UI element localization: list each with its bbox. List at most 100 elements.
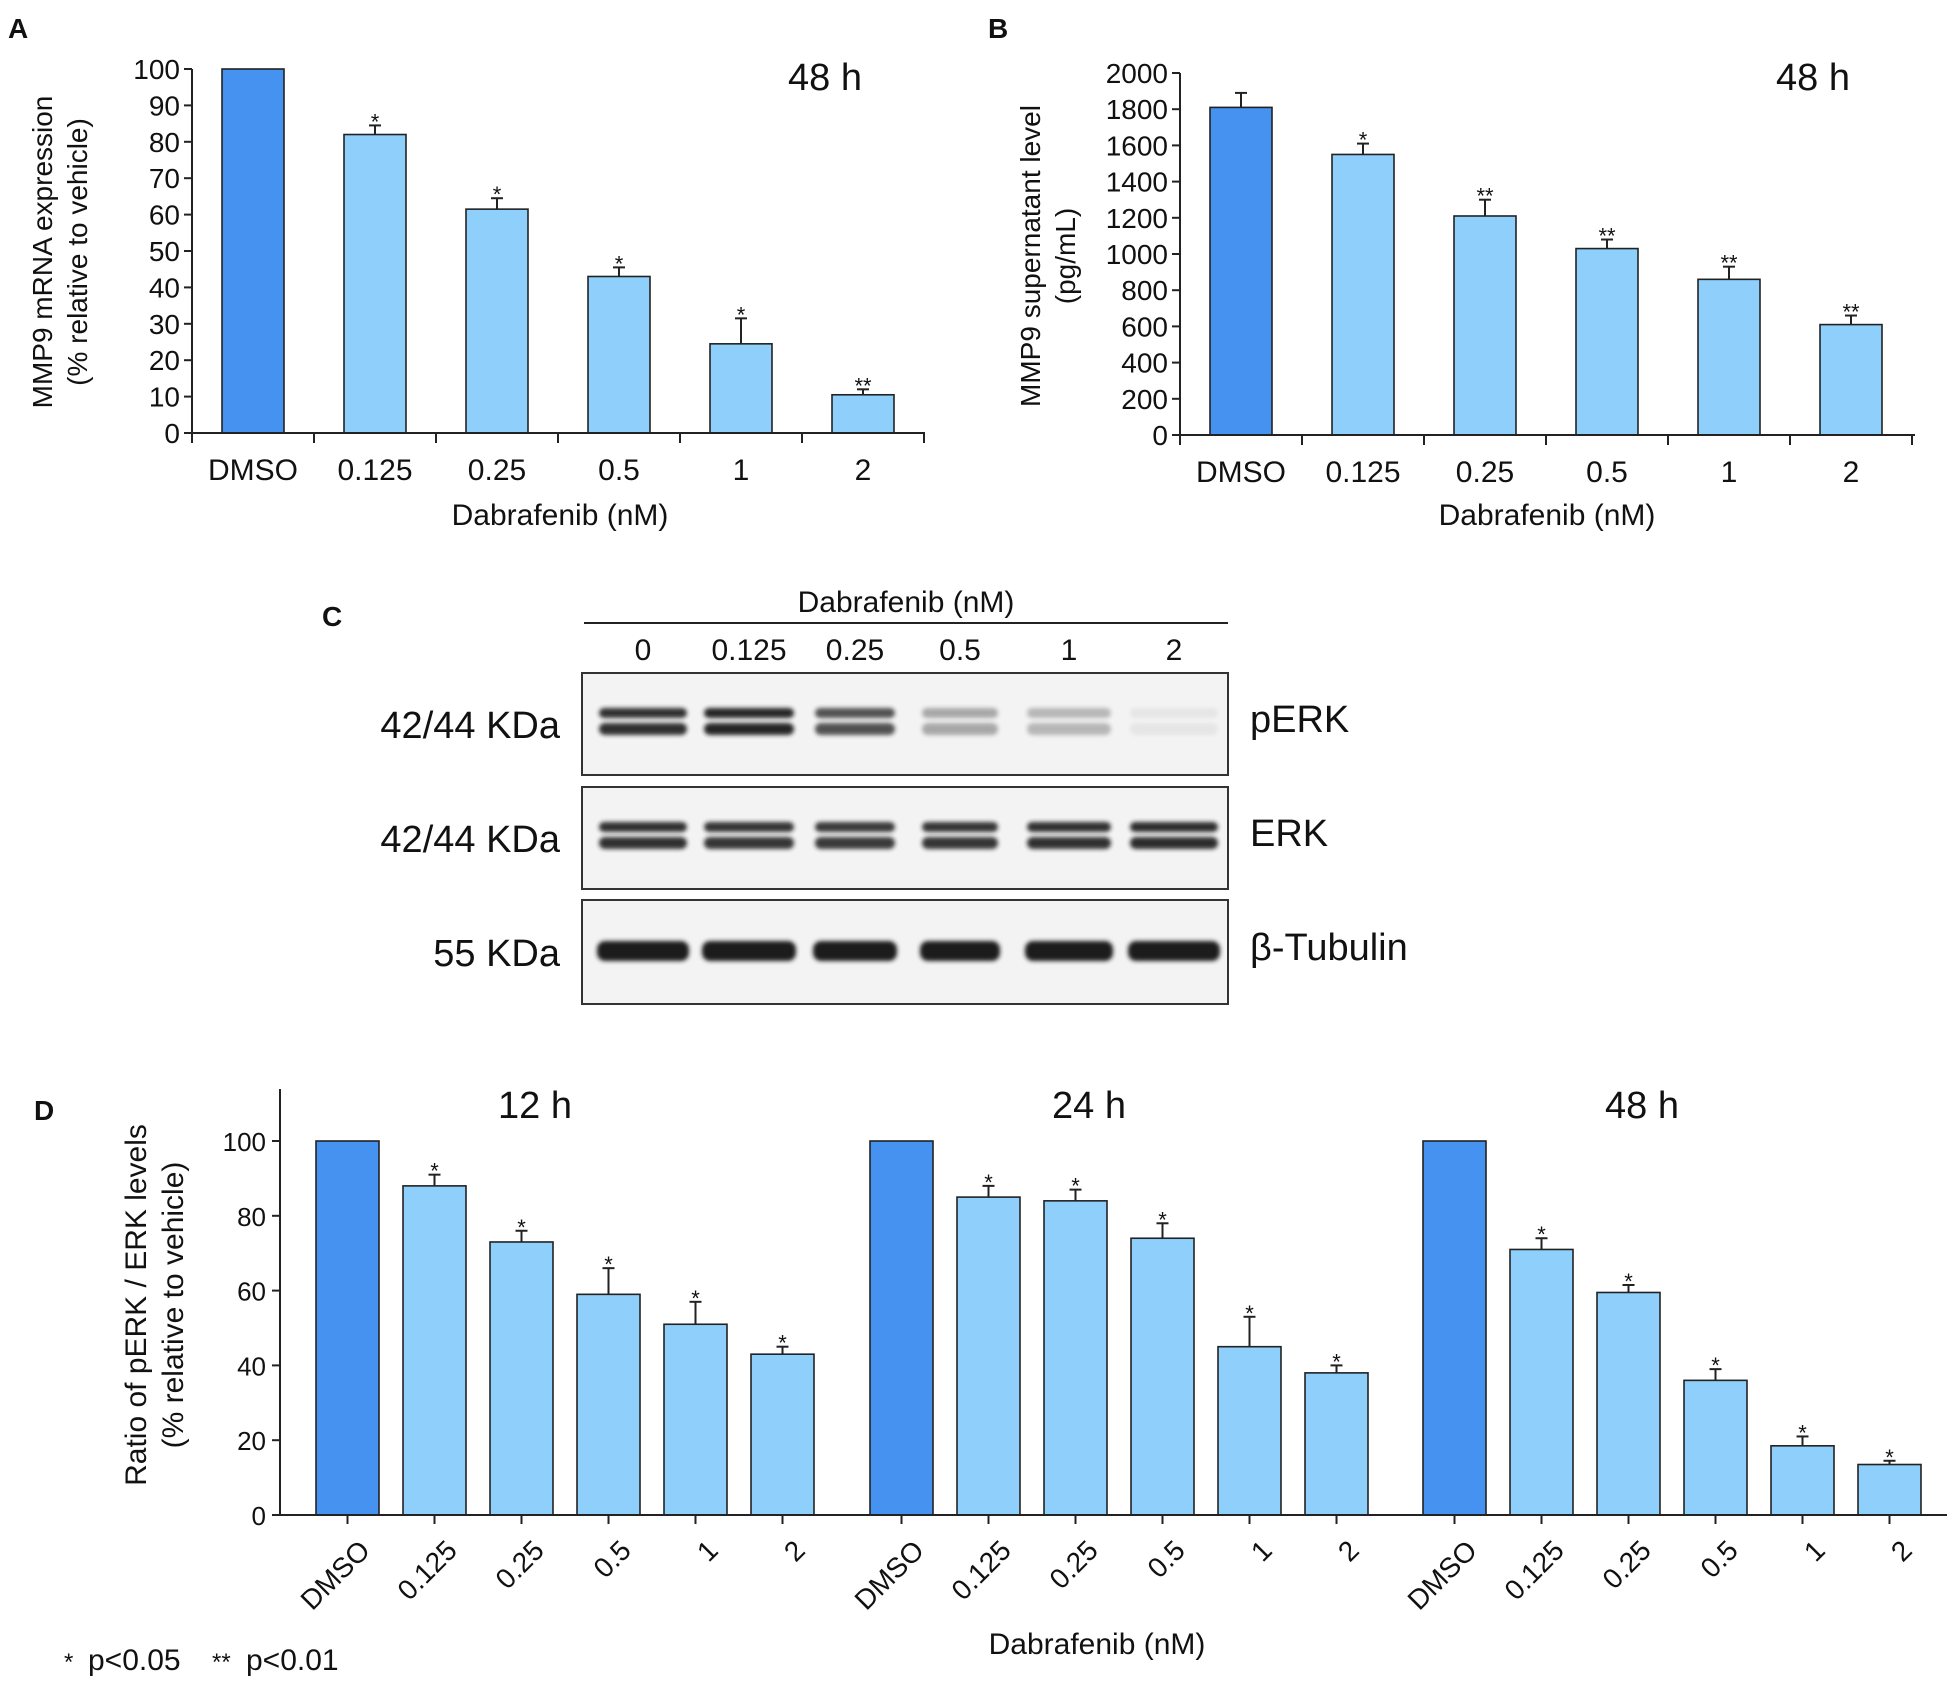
- y-tick-label: 60: [149, 200, 180, 231]
- y-tick-label: 0: [1152, 420, 1168, 451]
- blot-band: [599, 837, 687, 849]
- panel-b-ylabel-line1: MMP9 supernatant level: [1015, 105, 1046, 407]
- y-tick-label: 20: [149, 345, 180, 376]
- panel-d-ylabel-line1: Ratio of pERK / ERK levels: [120, 1124, 153, 1486]
- bar: [1770, 1445, 1835, 1516]
- x-category-label: 2: [1843, 456, 1860, 489]
- x-category-label: 1: [733, 454, 750, 487]
- bar: [1819, 323, 1883, 436]
- y-tick-label: 0: [164, 418, 180, 449]
- lane-label: 1: [1061, 634, 1078, 667]
- panel-d-ylabel-line2: (% relative to vehicle): [157, 1162, 190, 1449]
- panel-b-ylabel-line2: (pg/mL): [1050, 208, 1081, 304]
- x-category-label: 0.5: [598, 454, 640, 487]
- bar: [750, 1353, 815, 1516]
- y-tick-label: 30: [149, 309, 180, 340]
- y-tick-label: 40: [237, 1351, 266, 1381]
- significance-mark: *: [1245, 1301, 1254, 1326]
- bar: [956, 1196, 1021, 1516]
- panel-a-x-categories: DMSO 0.125 0.25 0.5 1 2: [191, 433, 925, 487]
- y-tick-label: 2000: [1106, 58, 1168, 89]
- blot-band: [599, 708, 687, 718]
- significance-mark: *: [691, 1286, 700, 1311]
- y-tick-label: 800: [1121, 275, 1168, 306]
- significance-mark: *: [493, 182, 502, 207]
- blot-band: [920, 941, 1000, 961]
- x-category-label: 2: [1332, 1534, 1365, 1567]
- significance-mark: *: [1332, 1349, 1341, 1374]
- x-category-label: 0.125: [1325, 456, 1400, 489]
- y-tick-label: 1600: [1106, 130, 1168, 161]
- panel-b-y-ticks: 0 200 400 600 800 1000 1200 1400 1600 1800 2000: [1106, 58, 1180, 451]
- lane-label: 2: [1166, 634, 1183, 667]
- lane-label: 0.125: [711, 634, 786, 667]
- blot-protein-label: pERK: [1250, 699, 1349, 741]
- x-category-label: 0.25: [468, 454, 526, 487]
- bar: [1331, 153, 1395, 436]
- panel-a-chart: A 48 h MMP9 mRNA expression (% relative …: [8, 13, 925, 532]
- blot-size-label: 42/44 KDa: [380, 705, 560, 747]
- blot-band: [1027, 708, 1111, 718]
- x-category-label: DMSO: [1196, 456, 1286, 489]
- significance-mark: *: [737, 302, 746, 327]
- bar: [1683, 1379, 1748, 1516]
- bar: [489, 1241, 554, 1516]
- significance-mark: *: [1798, 1420, 1807, 1445]
- significance-mark: *: [1158, 1207, 1167, 1232]
- x-category-label: 0.25: [1596, 1534, 1656, 1594]
- x-category-label: 0.25: [489, 1534, 549, 1594]
- lane-label: 0.25: [826, 634, 884, 667]
- significance-mark: **: [1720, 251, 1738, 276]
- bar: [465, 208, 529, 434]
- y-tick-label: 0: [252, 1501, 266, 1531]
- bar: [221, 68, 285, 434]
- x-category-label: 0.5: [1694, 1534, 1743, 1583]
- x-category-label: 0.5: [1141, 1534, 1190, 1583]
- panel-d-x-categories: DMSO 0.125 0.25 0.5 1 2 DMSO 0.125 0.25 0.5 1 2 DMSO…: [295, 1515, 1918, 1616]
- significance-mark: *: [1071, 1174, 1080, 1199]
- significance-mark: **: [854, 373, 872, 398]
- x-category-label: 0.125: [1498, 1534, 1569, 1605]
- blot-band: [1130, 822, 1218, 832]
- x-category-label: 0.5: [587, 1534, 636, 1583]
- blot-rows: 42/44 KDa pERK 42/44 KDa ERK 55 KDa β-Tubulin: [380, 672, 1408, 1005]
- blot-band: [704, 723, 794, 735]
- panel-label-a: A: [8, 13, 28, 44]
- panel-d-chart: D Ratio of pERK / ERK levels (% relative…: [34, 1085, 1947, 1661]
- x-category-label: 0.5: [1586, 456, 1628, 489]
- lane-label: 0.5: [939, 634, 981, 667]
- significance-mark: *: [517, 1215, 526, 1240]
- x-category-label: DMSO: [1402, 1534, 1483, 1615]
- bar: [1857, 1463, 1922, 1516]
- blot-header: Dabrafenib (nM): [798, 586, 1015, 619]
- y-tick-label: 600: [1121, 311, 1168, 342]
- x-category-label: 1: [1721, 456, 1738, 489]
- y-tick-label: 1000: [1106, 239, 1168, 270]
- blot-band: [1027, 822, 1111, 832]
- panel-label-d: D: [34, 1095, 54, 1126]
- x-category-label: 0.125: [337, 454, 412, 487]
- bar: [709, 343, 773, 434]
- significance-mark: *: [615, 251, 624, 276]
- blot-band: [597, 941, 689, 961]
- bar: [402, 1185, 467, 1516]
- blot-membrane: [581, 899, 1229, 1005]
- panel-label-b: B: [988, 13, 1008, 44]
- blot-protein-label: ERK: [1250, 813, 1328, 855]
- blot-band: [815, 837, 895, 849]
- bar: [1596, 1291, 1661, 1516]
- blot-band: [704, 708, 794, 718]
- y-tick-label: 70: [149, 163, 180, 194]
- bar: [869, 1140, 934, 1516]
- significance-mark: *: [1537, 1222, 1546, 1247]
- y-tick-label: 100: [133, 54, 180, 85]
- blot-membrane: [581, 786, 1229, 890]
- x-category-label: 0.25: [1456, 456, 1514, 489]
- blot-band: [1027, 723, 1111, 735]
- x-category-label: 1: [1798, 1534, 1831, 1567]
- y-tick-label: 80: [149, 127, 180, 158]
- y-tick-label: 200: [1121, 384, 1168, 415]
- panel-a-ylabel-line1: MMP9 mRNA expression: [27, 96, 58, 409]
- significance-mark: *: [778, 1331, 787, 1356]
- bar: [663, 1323, 728, 1516]
